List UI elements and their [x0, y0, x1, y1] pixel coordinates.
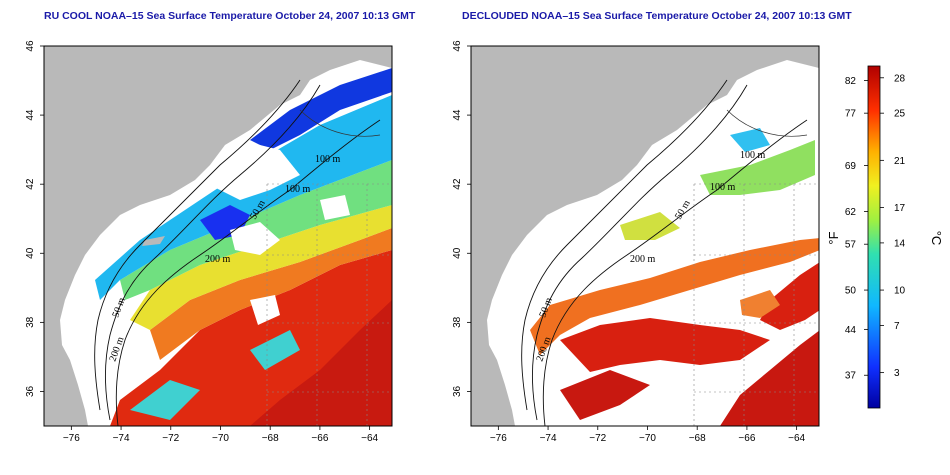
sst-blue-patches [250, 68, 392, 150]
contour-label: 100 m [315, 154, 341, 165]
lon-tick-label: −64 [361, 433, 378, 444]
colorbar-c-tick-label: 25 [894, 109, 906, 120]
colorbar-c-tick-label: 10 [894, 286, 906, 297]
map-right-lon-axis: −76 −74 −72 −70 −68 −66 −64 [490, 426, 806, 444]
lat-tick-label: 44 [452, 109, 463, 121]
lat-tick-label: 36 [452, 385, 463, 397]
sst-deep-warm-region [250, 300, 392, 426]
colorbar-f-tick-label: 82 [845, 76, 857, 87]
colorbar: 82 77 69 62 57 50 44 37 28 25 21 17 14 10 7 3 °F °C [826, 65, 944, 409]
map-right-frame [470, 45, 820, 427]
sst-orange-patch [740, 290, 780, 318]
map-left-frame [43, 45, 393, 427]
map-left: −76 −74 −72 −70 −68 −66 −64 36 38 40 42 44 46 100 m… [25, 40, 393, 444]
colorbar-c-tick-label: 3 [894, 368, 900, 379]
map-left-image [44, 46, 392, 426]
cloud-patch [230, 222, 280, 255]
lon-tick-label: −70 [212, 433, 229, 444]
lon-tick-label: −76 [490, 433, 507, 444]
lon-tick-label: −66 [311, 433, 328, 444]
lat-tick-label: 42 [452, 178, 463, 190]
lat-tick-label: 38 [452, 316, 463, 328]
cloud-patch [200, 140, 300, 200]
lat-tick-label: 42 [25, 178, 36, 190]
map-right-image [471, 46, 819, 426]
colorbar-f-tick-label: 62 [845, 207, 857, 218]
lon-tick-label: −68 [689, 433, 706, 444]
colorbar-f-tick-label: 37 [845, 371, 857, 382]
lon-tick-label: −76 [63, 433, 80, 444]
bathymetry-contour [726, 109, 808, 137]
bathymetry-contour [115, 119, 381, 426]
colorbar-f-tick-label: 77 [845, 109, 857, 120]
lon-tick-label: −74 [113, 433, 130, 444]
sst-warm-region [560, 370, 650, 420]
sst-cyan-streak [130, 380, 200, 420]
colorbar-gradient [867, 65, 881, 409]
cloud-patch [320, 195, 350, 220]
colorbar-f-tick-label: 69 [845, 161, 857, 172]
colorbar-c-tick-label: 28 [894, 73, 906, 84]
bathymetry-contour [521, 79, 728, 411]
lon-tick-label: −72 [162, 433, 179, 444]
map-left-lat-axis: 36 38 40 42 44 46 [25, 40, 44, 397]
sst-orange-band [150, 228, 392, 360]
contour-label: 200 m [205, 254, 231, 265]
lon-tick-label: −72 [589, 433, 606, 444]
colorbar-f-tick-label: 50 [845, 286, 857, 297]
land-mass [44, 46, 392, 426]
colorbar-fahrenheit-ticks: 82 77 69 62 57 50 44 37 [845, 76, 868, 382]
lat-tick-label: 40 [25, 247, 36, 259]
bathymetry-contour [105, 84, 321, 421]
lat-tick-label: 46 [25, 40, 36, 52]
contour-label: 100 m [740, 150, 766, 161]
sst-green-patch [700, 140, 815, 195]
lat-tick-label: 38 [25, 316, 36, 328]
cloud-patch [250, 295, 280, 325]
contour-label: 100 m [285, 184, 311, 195]
lat-tick-label: 40 [452, 247, 463, 259]
bathymetry-contour [532, 84, 748, 421]
sst-warm-region [760, 262, 819, 330]
sst-yellow-band [130, 205, 392, 330]
map-left-lon-axis: −76 −74 −72 −70 −68 −66 −64 [63, 426, 379, 444]
lon-tick-label: −70 [639, 433, 656, 444]
lon-tick-label: −64 [788, 433, 805, 444]
sst-yellow-patch [620, 212, 680, 240]
map-right-lat-axis: 36 38 40 42 44 46 [452, 40, 471, 397]
colorbar-c-tick-label: 14 [894, 238, 906, 249]
lon-tick-label: −68 [262, 433, 279, 444]
lat-tick-label: 46 [452, 40, 463, 52]
map-right: −76 −74 −72 −70 −68 −66 −64 36 38 40 42 44 46 100 m… [452, 40, 820, 444]
contour-label: 200 m [630, 254, 656, 265]
colorbar-f-tick-label: 44 [845, 325, 857, 336]
bathymetry-contour [542, 119, 808, 426]
lat-tick-label: 44 [25, 109, 36, 121]
colorbar-c-tick-label: 21 [894, 156, 906, 167]
graticule [266, 183, 392, 426]
lon-tick-label: −66 [738, 433, 755, 444]
sst-cyan-streak [250, 330, 300, 370]
colorbar-f-tick-label: 57 [845, 240, 857, 251]
colorbar-fahrenheit-unit: °F [826, 231, 841, 244]
map-title-left: RU COOL NOAA–15 Sea Surface Temperature … [44, 10, 416, 22]
bathymetry-contour [94, 79, 301, 411]
colorbar-c-tick-label: 17 [894, 203, 906, 214]
contour-label: 100 m [710, 182, 736, 193]
colorbar-c-tick-label: 7 [894, 321, 900, 332]
land-mass [471, 46, 819, 426]
sst-orange-band [530, 238, 819, 355]
map-title-right: DECLOUDED NOAA–15 Sea Surface Temperatur… [462, 10, 852, 22]
graticule [693, 183, 819, 426]
colorbar-celsius-ticks: 28 25 21 17 14 10 7 3 [880, 73, 906, 379]
lon-tick-label: −74 [540, 433, 557, 444]
colorbar-celsius-unit: °C [929, 231, 944, 246]
lat-tick-label: 36 [25, 385, 36, 397]
sst-warm-region [560, 318, 770, 372]
land-island [142, 236, 165, 246]
sst-cyan-patch [730, 128, 770, 152]
bathymetry-contour [299, 109, 381, 137]
